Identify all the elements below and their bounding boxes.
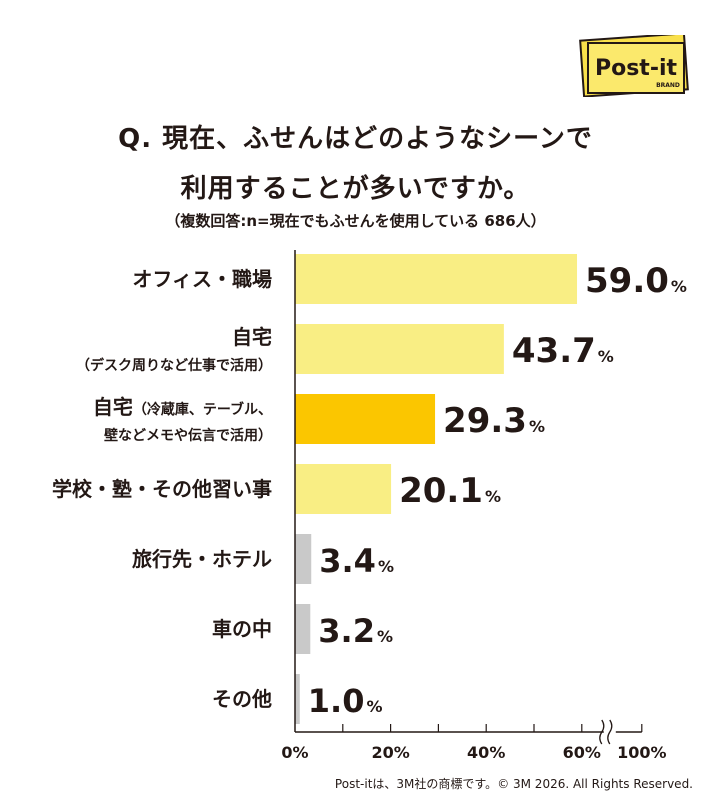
copyright-footer: Post-itは、3M社の商標です。© 3M 2026. All Rights …	[334, 777, 693, 791]
value-unit-3: %	[485, 487, 501, 506]
x-tick-label-max: 100%	[617, 743, 666, 762]
category-label-6: その他	[212, 687, 272, 711]
value-unit-4: %	[378, 557, 394, 576]
value-label-4: 3.4%	[319, 542, 394, 580]
value-unit-2: %	[529, 417, 545, 436]
chart-title-line1: Q. 現在、ふせんはどのようなシーンで	[118, 124, 593, 154]
logo-front-note	[587, 42, 685, 94]
value-label-1: 43.7%	[512, 331, 614, 371]
bar-2	[295, 394, 436, 444]
category-label-1: 自宅	[232, 325, 272, 349]
post-it-logo: Post-it BRAND	[579, 35, 689, 97]
value-label-5: 3.2%	[318, 612, 393, 650]
value-label-6: 1.0%	[308, 682, 383, 720]
logo-wordmark: Post-it	[595, 56, 678, 81]
chart-title-line2: 利用することが多いですか。	[180, 174, 531, 204]
category-sublabel-2: 壁などメモや伝言で活用）	[104, 427, 272, 444]
value-unit-6: %	[366, 697, 382, 716]
value-number-2: 29.3	[443, 401, 527, 441]
category-label-0: オフィス・職場	[132, 267, 272, 291]
value-label-2: 29.3%	[443, 401, 545, 441]
bar-0	[295, 254, 578, 304]
value-number-3: 20.1	[399, 471, 483, 511]
bar-6	[295, 674, 300, 724]
category-label-5: 車の中	[212, 617, 272, 641]
value-unit-0: %	[671, 277, 687, 296]
value-number-5: 3.2	[318, 612, 375, 650]
value-number-6: 1.0	[308, 682, 365, 720]
category-label-4: 旅行先・ホテル	[132, 547, 272, 571]
value-label-0: 59.0%	[585, 261, 687, 301]
x-axis: 0% 20% 40% 60% 100%	[281, 250, 667, 762]
value-number-4: 3.4	[319, 542, 376, 580]
bar-5	[295, 604, 311, 654]
category-sublabel-1: （デスク周りなど仕事で活用）	[76, 357, 272, 374]
chart-subtitle: （複数回答:n=現在でもふせんを使用している 686人）	[165, 212, 546, 230]
value-unit-5: %	[377, 627, 393, 646]
category-label-3: 学校・塾・その他習い事	[52, 477, 272, 501]
x-tick-label-2: 40%	[467, 743, 505, 762]
value-number-1: 43.7	[512, 331, 596, 371]
category-label-2: 自宅（冷蔵庫、テーブル、	[93, 395, 272, 419]
labels-layer: 59.0 % オフィス・職場 43.7 % 自宅 （デスク周りなど仕事で活用） 29.3 % 自宅…	[52, 261, 687, 720]
logo-brand: BRAND	[656, 82, 680, 89]
value-unit-1: %	[598, 347, 614, 366]
bar-1	[295, 324, 504, 374]
value-number-0: 59.0	[585, 261, 669, 301]
value-label-3: 20.1%	[399, 471, 501, 511]
axis-break-mark-1	[599, 719, 605, 745]
x-tick-label-3: 60%	[563, 743, 601, 762]
bar-3	[295, 464, 392, 514]
axis-break-mark-2	[607, 719, 613, 745]
bar-4	[295, 534, 312, 584]
x-tick-label-0: 0%	[281, 743, 308, 762]
x-tick-label-1: 20%	[371, 743, 409, 762]
bars-layer	[295, 254, 578, 724]
